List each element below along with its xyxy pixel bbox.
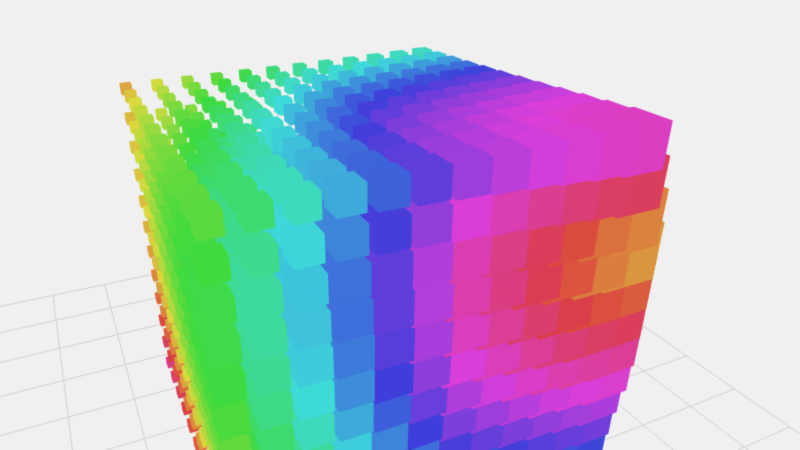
- cube-field-canvas[interactable]: [0, 0, 800, 450]
- scene-viewport: [0, 0, 800, 450]
